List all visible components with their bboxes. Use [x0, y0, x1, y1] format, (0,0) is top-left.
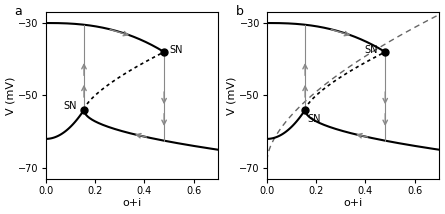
- Text: a: a: [15, 6, 22, 18]
- Y-axis label: V (mV): V (mV): [5, 76, 16, 115]
- Text: SN: SN: [169, 45, 182, 55]
- Text: b: b: [236, 6, 244, 18]
- Text: SN: SN: [63, 101, 77, 111]
- X-axis label: o+i: o+i: [344, 198, 363, 208]
- X-axis label: o+i: o+i: [122, 198, 142, 208]
- Y-axis label: V (mV): V (mV): [227, 76, 237, 115]
- Text: SN: SN: [364, 45, 378, 55]
- Text: SN: SN: [307, 114, 321, 124]
